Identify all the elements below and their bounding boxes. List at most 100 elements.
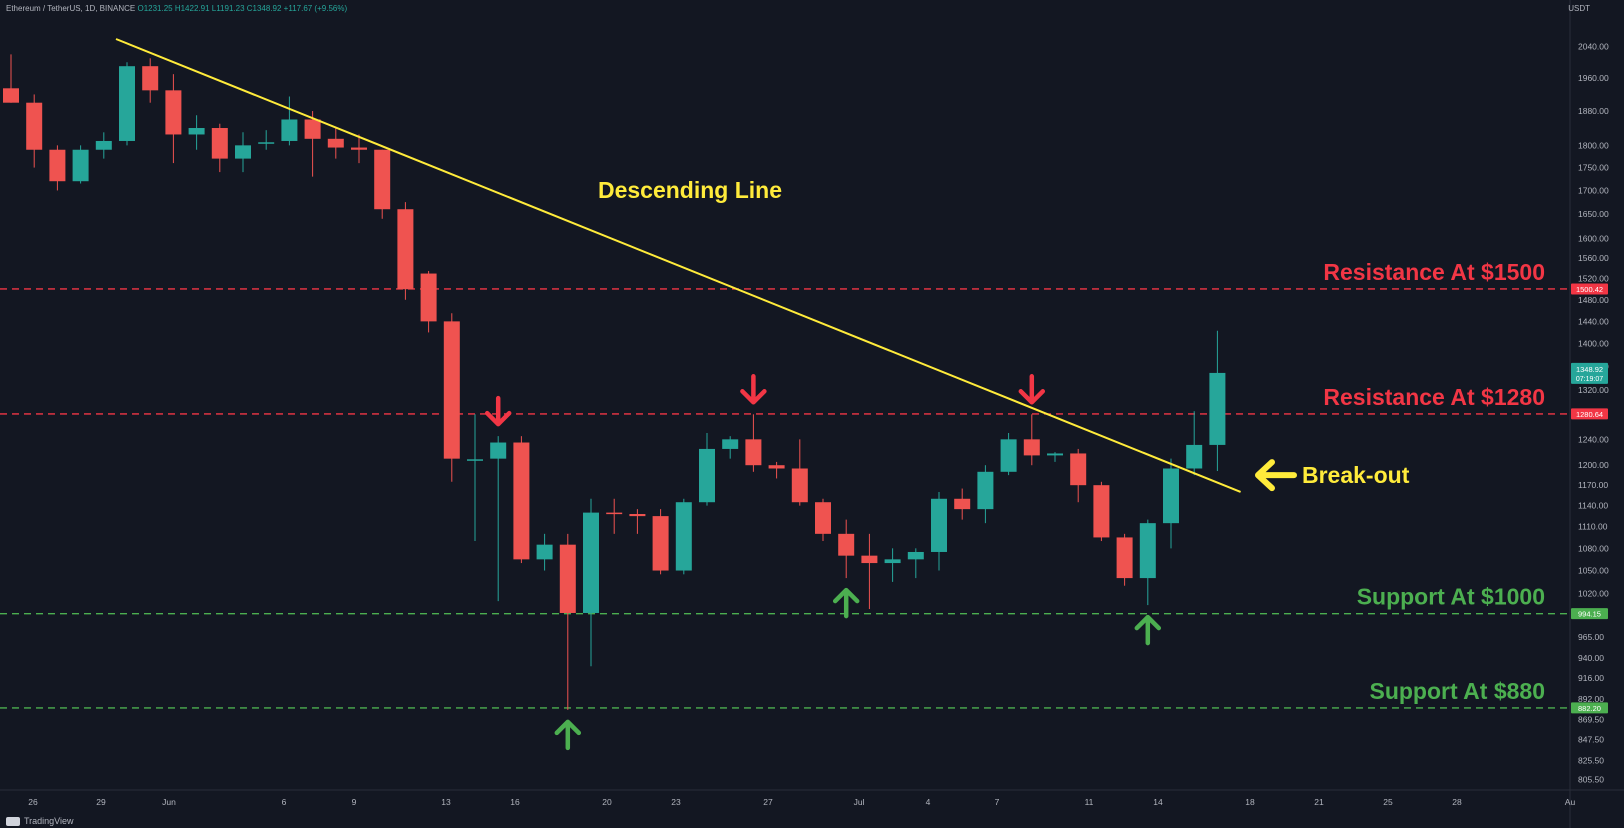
y-tick-label: 1440.00 bbox=[1578, 316, 1609, 326]
x-tick-label: 25 bbox=[1383, 797, 1393, 807]
x-tick-label: 29 bbox=[96, 797, 106, 807]
bullish-candle bbox=[188, 128, 205, 135]
y-tick-label: 1400.00 bbox=[1578, 339, 1609, 349]
breakout-annotation: Break-out bbox=[1255, 459, 1410, 492]
x-tick-label: Jun bbox=[162, 797, 176, 807]
y-tick-label: 1480.00 bbox=[1578, 295, 1609, 305]
bullish-candle bbox=[1186, 444, 1203, 469]
bullish-candle bbox=[235, 145, 251, 159]
bearish-candle bbox=[1070, 453, 1087, 486]
price-tag-bg bbox=[1571, 702, 1608, 714]
last-price-tag-bg bbox=[1571, 362, 1608, 384]
bearish-candle bbox=[791, 468, 808, 503]
down-arrow-icon bbox=[484, 395, 512, 427]
breakout-label: Break-out bbox=[1302, 462, 1410, 488]
x-tick-label: 23 bbox=[671, 797, 681, 807]
y-tick-label: 1650.00 bbox=[1578, 209, 1609, 219]
bullish-candle bbox=[675, 502, 692, 571]
price-tag-bg bbox=[1571, 608, 1608, 620]
resistance-level-label: Resistance At $1500 bbox=[1323, 259, 1545, 285]
bearish-candle bbox=[652, 516, 669, 571]
x-tick-label: 4 bbox=[926, 797, 931, 807]
y-tick-label: 965.00 bbox=[1578, 632, 1604, 642]
x-tick-label: 18 bbox=[1245, 797, 1255, 807]
y-tick-label: 1170.00 bbox=[1578, 480, 1608, 490]
bullish-candle bbox=[1047, 453, 1063, 456]
price-tag-label: 882.20 bbox=[1578, 704, 1601, 713]
y-tick-label: 847.50 bbox=[1578, 735, 1604, 745]
up-arrow-icon bbox=[554, 719, 582, 751]
price-tag-label: 1500.42 bbox=[1576, 285, 1603, 294]
down-arrow-icon bbox=[740, 374, 767, 405]
x-tick-label: Au bbox=[1565, 797, 1576, 807]
bearish-candle bbox=[49, 149, 66, 182]
y-tick-label: 825.50 bbox=[1578, 755, 1604, 765]
x-tick-label: 20 bbox=[602, 797, 612, 807]
bearish-candle bbox=[397, 209, 414, 290]
price-tag-bg bbox=[1571, 408, 1608, 420]
bullish-candle bbox=[583, 512, 599, 613]
bearish-candle bbox=[513, 442, 530, 560]
bullish-candle bbox=[258, 142, 275, 144]
ohlc-readout: O1231.25 H1422.91 L1191.23 C1348.92 +117… bbox=[137, 4, 348, 13]
price-tag-bg bbox=[1571, 283, 1608, 295]
bullish-candle bbox=[1209, 372, 1226, 445]
bullish-candle bbox=[1000, 439, 1017, 472]
bearish-candle bbox=[420, 273, 437, 322]
x-tick-label: 16 bbox=[510, 797, 520, 807]
price-tag-label: 1280.64 bbox=[1576, 410, 1603, 419]
y-tick-label: 1080.00 bbox=[1578, 543, 1609, 553]
descending-trendline bbox=[115, 38, 1241, 493]
y-tick-label: 1240.00 bbox=[1578, 434, 1609, 444]
y-tick-label: 892.00 bbox=[1578, 694, 1604, 704]
bullish-candle bbox=[884, 559, 901, 564]
bearish-candle bbox=[211, 128, 228, 159]
x-tick-label: 13 bbox=[441, 797, 451, 807]
y-tick-label: 1140.00 bbox=[1578, 501, 1608, 511]
bearish-candle bbox=[606, 512, 623, 515]
bullish-candle bbox=[699, 448, 715, 503]
y-tick-label: 1560.00 bbox=[1578, 253, 1609, 263]
bearish-candle bbox=[351, 147, 367, 150]
x-tick-label: 9 bbox=[352, 797, 357, 807]
bearish-candle bbox=[304, 119, 321, 139]
y-tick-label: 1200.00 bbox=[1578, 460, 1609, 470]
bullish-candle bbox=[536, 544, 553, 560]
bearish-candle bbox=[165, 90, 182, 135]
bullish-candle bbox=[281, 119, 298, 141]
bullish-candle bbox=[490, 442, 507, 459]
price-unit-label: USDT bbox=[1568, 4, 1590, 13]
y-tick-label: 1960.00 bbox=[1578, 73, 1609, 83]
x-tick-label: Jul bbox=[854, 797, 865, 807]
y-tick-label: 1700.00 bbox=[1578, 185, 1609, 195]
bullish-candle bbox=[931, 498, 947, 552]
bearish-candle bbox=[142, 66, 159, 91]
bar-countdown: 07:19:07 bbox=[1576, 376, 1603, 383]
bullish-candle bbox=[467, 459, 483, 461]
resistance-level-label: Resistance At $1280 bbox=[1323, 384, 1545, 410]
bullish-candle bbox=[1163, 468, 1179, 524]
y-tick-label: 1320.00 bbox=[1578, 385, 1609, 395]
bearish-candle bbox=[629, 514, 646, 517]
y-tick-label: 940.00 bbox=[1578, 653, 1604, 663]
x-tick-label: 21 bbox=[1314, 797, 1324, 807]
bullish-candle bbox=[977, 471, 994, 510]
up-arrow-icon bbox=[832, 587, 860, 619]
brand-label: TradingView bbox=[24, 816, 74, 826]
x-tick-label: 14 bbox=[1153, 797, 1163, 807]
x-tick-label: 6 bbox=[282, 797, 287, 807]
bullish-candle bbox=[72, 149, 89, 182]
bullish-candle bbox=[722, 439, 739, 449]
y-tick-label: 916.00 bbox=[1578, 673, 1604, 683]
y-tick-label: 1020.00 bbox=[1578, 588, 1609, 598]
bearish-candle bbox=[745, 439, 762, 466]
symbol-header: Ethereum / TetherUS, 1D, BINANCE O1231.2… bbox=[6, 4, 347, 13]
bearish-candle bbox=[1023, 439, 1040, 456]
bearish-candle bbox=[861, 555, 878, 564]
tradingview-logo-icon bbox=[6, 816, 20, 826]
price-tag-label: 994.15 bbox=[1578, 610, 1601, 619]
bullish-candle bbox=[1139, 523, 1156, 579]
bearish-candle bbox=[327, 138, 344, 148]
symbol-title: Ethereum / TetherUS, 1D, BINANCE bbox=[6, 4, 136, 13]
